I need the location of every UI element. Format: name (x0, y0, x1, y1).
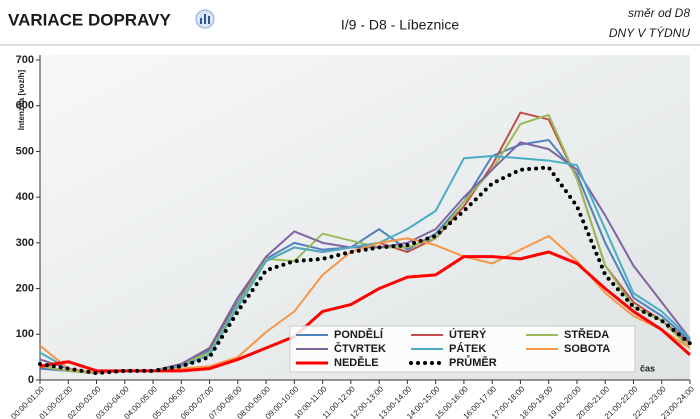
y-tick-label: 400 (16, 191, 34, 203)
chart: VARIACE DOPRAVY I/9 - D8 - Líbeznice smě… (0, 0, 700, 419)
legend-label: PRŮMĚR (449, 355, 497, 369)
direction: směr od D8 (628, 6, 690, 20)
legend-label: ÚTERÝ (449, 328, 487, 341)
y-tick-label: 300 (16, 237, 34, 249)
y-tick-label: 600 (16, 100, 34, 112)
y-tick-label: 500 (16, 145, 34, 157)
legend-label: NEDĚLE (334, 356, 379, 369)
mode: DNY V TÝDNU (609, 25, 690, 40)
icon (196, 10, 214, 28)
legend-label: SOBOTA (564, 343, 610, 355)
y-tick-label: 100 (16, 328, 34, 340)
legend-label: ČTVRTEK (334, 342, 386, 355)
legend-label: STŘEDA (564, 328, 609, 341)
chart-title: VARIACE DOPRAVY (8, 10, 171, 29)
legend: PONDĚLÍ ÚTERÝ STŘEDA ČTVRTEK PÁTEK SOBOTA NEDĚ… (290, 326, 635, 372)
y-tick-label: 200 (16, 282, 34, 294)
legend-label: PÁTEK (449, 342, 486, 355)
legend-label: PONDĚLÍ (334, 328, 384, 341)
x-axis-label: čas (640, 363, 655, 373)
y-tick-label: 700 (16, 54, 34, 66)
chart-subtitle: I/9 - D8 - Líbeznice (341, 17, 459, 33)
y-tick-label: 0 (28, 374, 34, 386)
